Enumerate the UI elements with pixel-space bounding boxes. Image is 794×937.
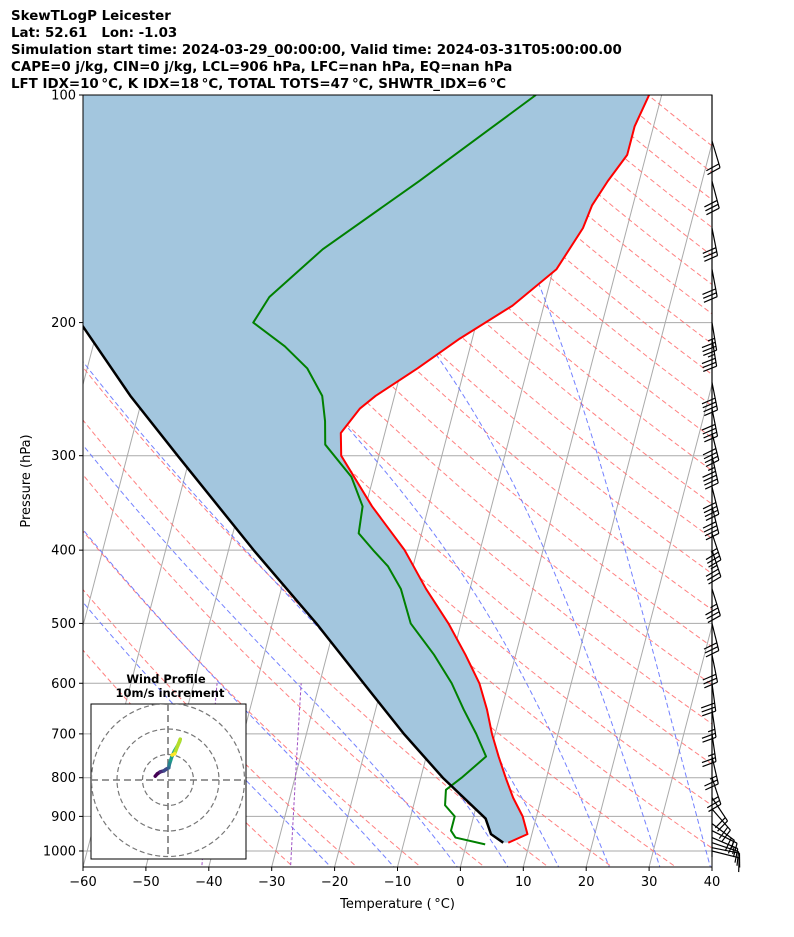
hodograph-title: Wind Profile	[126, 672, 206, 686]
dry-adiabat-line	[256, 95, 712, 505]
isotherm-line	[585, 382, 712, 867]
dry-adiabat-line	[83, 588, 358, 867]
wind-barb	[702, 486, 720, 521]
wind-barb	[706, 140, 721, 176]
dry-adiabat-line	[93, 95, 712, 686]
chart-header: SkewTLogP Leicester Lat: 52.61 Lon: -1.0…	[11, 8, 622, 93]
y-axis-label: Pressure (hPa)	[19, 434, 34, 527]
temperature-line	[339, 95, 651, 844]
dry-adiabat-line	[83, 473, 486, 867]
wind-barb	[703, 623, 720, 658]
isotherm-line	[522, 141, 712, 867]
moist-adiabat-line	[83, 528, 395, 867]
dewpoint-line	[252, 95, 537, 846]
x-axis-label: Temperature ( °C)	[339, 897, 455, 912]
x-tick-label: −20	[321, 875, 348, 890]
y-tick-label: 1000	[43, 844, 76, 859]
time-text: Simulation start time: 2024-03-29_00:00:…	[11, 43, 622, 58]
x-tick-label: 40	[704, 875, 721, 890]
cape-cin-fill	[83, 95, 650, 843]
isotherm-line	[83, 95, 97, 146]
y-tick-label: 100	[51, 89, 76, 104]
y-tick-label: 800	[51, 771, 76, 786]
hodograph-plot	[91, 704, 246, 859]
wind-barb	[711, 797, 729, 832]
y-tick-label: 300	[51, 449, 76, 464]
indices-text-1: CAPE=0 j/kg, CIN=0 j/kg, LCL=906 hPa, LF…	[11, 60, 513, 75]
wind-barb	[702, 432, 720, 468]
wind-barb	[705, 588, 721, 624]
moist-adiabat-line	[222, 95, 661, 867]
indices-text-2: LFT IDX=10 °C, K IDX=18 °C, TOTAL TOTS=4…	[11, 77, 507, 92]
location-text: Lat: 52.61 Lon: -1.03	[11, 26, 178, 41]
y-tick-label: 600	[51, 677, 76, 692]
dry-adiabat-line	[126, 95, 712, 648]
x-tick-label: −40	[195, 875, 222, 890]
moist-adiabat-line	[83, 444, 458, 867]
x-tick-label: 0	[456, 875, 464, 890]
wind-barb	[701, 322, 718, 357]
wind-barb	[711, 823, 735, 854]
wind-barb	[711, 808, 731, 842]
wind-barb	[702, 506, 720, 541]
hodograph-ring	[91, 704, 246, 858]
wind-barb	[706, 777, 722, 813]
wind-barb	[702, 228, 719, 262]
wind-barb	[711, 842, 740, 866]
parcel-path-line	[83, 324, 504, 844]
dry-adiabat-line	[647, 95, 712, 147]
y-tick-label: 900	[51, 810, 76, 825]
y-tick-label: 700	[51, 727, 76, 742]
chart-title: SkewTLogP Leicester	[11, 9, 171, 24]
x-tick-label: −60	[69, 875, 96, 890]
moist-adiabat-line	[83, 254, 560, 867]
dry-adiabat-line	[224, 95, 712, 540]
y-tick-label: 500	[51, 617, 76, 632]
wind-barb	[704, 180, 720, 216]
moist-adiabat-line	[83, 110, 610, 867]
wind-barb	[702, 455, 719, 490]
cin-area	[83, 95, 650, 843]
y-tick-label: 400	[51, 544, 76, 559]
moist-adiabat-line	[83, 601, 332, 867]
isotherm-line	[775, 95, 794, 867]
x-tick-label: 10	[515, 875, 532, 890]
wind-barb	[702, 654, 719, 689]
wind-barb	[705, 533, 722, 568]
hodograph-subtitle: 10m/s increment	[116, 686, 225, 700]
y-tick-label: 200	[51, 316, 76, 331]
wind-barbs	[700, 95, 741, 873]
x-tick-label: 30	[641, 875, 658, 890]
x-tick-label: −30	[258, 875, 285, 890]
wind-barb	[701, 382, 719, 417]
mixing-ratio-line	[290, 683, 302, 867]
wind-barb	[702, 269, 718, 303]
moist-adiabat-line	[441, 95, 711, 867]
wind-barb	[704, 756, 719, 791]
hodograph-segment	[170, 751, 177, 757]
hodograph-segment	[172, 737, 182, 756]
wind-barb	[701, 408, 719, 443]
dry-adiabat-line	[615, 95, 712, 174]
x-tick-label: 20	[578, 875, 595, 890]
profile-lines	[83, 95, 651, 846]
wind-barb	[700, 683, 717, 717]
x-tick-label: −10	[384, 875, 411, 890]
isotherm-line	[711, 865, 712, 867]
isotherm-line	[648, 623, 712, 867]
dry-adiabat-line	[582, 95, 712, 201]
wind-barb	[701, 709, 717, 743]
x-tick-label: −50	[132, 875, 159, 890]
dry-adiabat-line	[83, 419, 550, 867]
wind-barb	[711, 837, 739, 863]
